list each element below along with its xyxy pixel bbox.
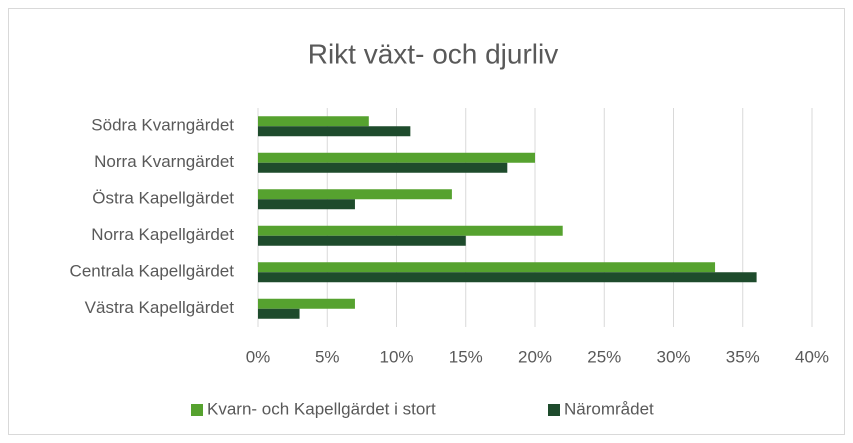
y-tick-label: Centrala Kapellgärdet xyxy=(70,262,235,281)
bar xyxy=(258,116,369,127)
bar xyxy=(258,298,355,309)
bar xyxy=(258,126,411,137)
chart-title: Rikt växt- och djurliv xyxy=(308,38,559,69)
chart-border xyxy=(8,8,845,435)
x-tick-label: 5% xyxy=(315,347,340,366)
bar xyxy=(258,262,716,273)
bar xyxy=(258,189,452,200)
bar xyxy=(258,308,300,319)
y-tick-label: Västra Kapellgärdet xyxy=(85,298,235,317)
x-tick-label: 25% xyxy=(587,347,621,366)
bar xyxy=(258,225,563,236)
bar xyxy=(258,199,355,210)
bar xyxy=(258,162,508,173)
bar xyxy=(258,152,535,163)
legend-swatch xyxy=(191,404,203,416)
x-tick-label: 40% xyxy=(795,347,829,366)
bar xyxy=(258,235,466,246)
y-tick-label: Norra Kapellgärdet xyxy=(91,225,234,244)
legend-label: Kvarn- och Kapellgärdet i stort xyxy=(207,399,436,418)
x-tick-label: 30% xyxy=(656,347,690,366)
y-tick-label: Södra Kvarngärdet xyxy=(91,116,234,135)
x-tick-label: 20% xyxy=(518,347,552,366)
x-tick-label: 35% xyxy=(726,347,760,366)
y-tick-label: Norra Kvarngärdet xyxy=(94,152,234,171)
x-tick-label: 10% xyxy=(379,347,413,366)
x-tick-label: 15% xyxy=(449,347,483,366)
legend-label: Närområdet xyxy=(564,399,654,418)
legend-swatch xyxy=(548,404,560,416)
x-tick-label: 0% xyxy=(246,347,271,366)
y-tick-label: Östra Kapellgärdet xyxy=(92,189,234,208)
bar xyxy=(258,272,757,283)
